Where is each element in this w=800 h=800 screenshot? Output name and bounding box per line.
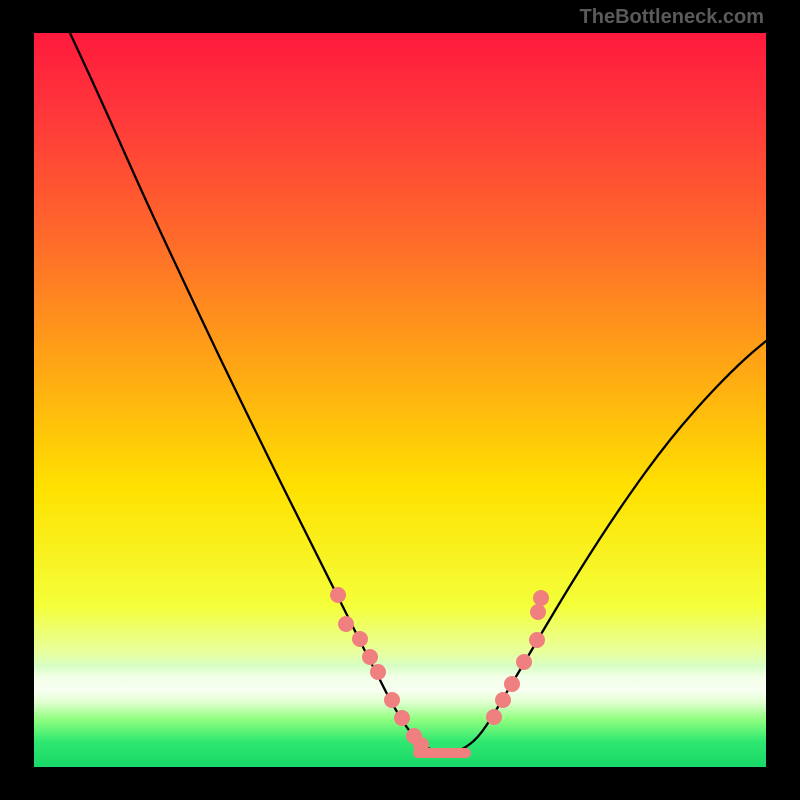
marker-dot-left xyxy=(362,649,378,665)
marker-dot-left xyxy=(394,710,410,726)
marker-dot-right xyxy=(529,632,545,648)
marker-dot-right xyxy=(516,654,532,670)
bottleneck-chart xyxy=(0,0,800,800)
marker-dot-left xyxy=(330,587,346,603)
marker-dot-right xyxy=(504,676,520,692)
marker-dot-left xyxy=(384,692,400,708)
marker-dot-right xyxy=(533,590,549,606)
marker-dot-right xyxy=(486,709,502,725)
chart-container: TheBottleneck.com xyxy=(0,0,800,800)
marker-dot-right xyxy=(495,692,511,708)
marker-dot-left xyxy=(370,664,386,680)
watermark-text: TheBottleneck.com xyxy=(580,6,764,29)
marker-dot-left xyxy=(338,616,354,632)
marker-dot-left xyxy=(413,737,429,753)
marker-dot-left xyxy=(352,631,368,647)
marker-dot-right xyxy=(530,604,546,620)
plot-gradient xyxy=(34,33,766,767)
